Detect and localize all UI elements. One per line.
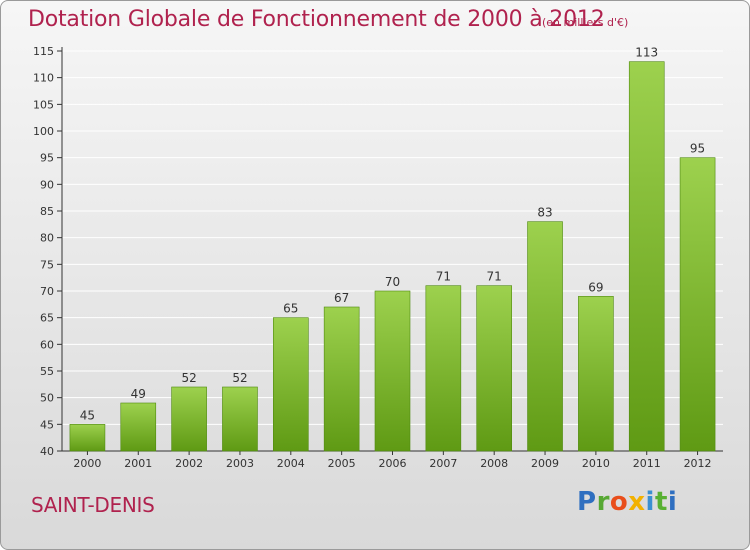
x-tick-label: 2006 [379, 457, 407, 470]
y-tick-label: 80 [40, 232, 54, 245]
y-tick-label: 65 [40, 312, 54, 325]
bar [628, 61, 665, 452]
bar-value-label: 71 [487, 270, 502, 284]
logo-letter: x [628, 487, 646, 517]
bars [69, 61, 716, 452]
bar-value-label: 69 [588, 280, 603, 294]
logo-letter: t [654, 487, 668, 517]
bar [578, 296, 614, 452]
x-tick-label: 2000 [73, 457, 101, 470]
y-tick-label: 115 [33, 45, 54, 58]
x-tick-label: 2009 [531, 457, 559, 470]
x-tick-label: 2005 [328, 457, 356, 470]
y-tick-label: 75 [40, 258, 54, 271]
y-tick-label: 110 [33, 72, 54, 85]
y-tick-label: 85 [40, 205, 54, 218]
bar [476, 285, 512, 452]
bar-value-label: 45 [80, 408, 95, 422]
y-tick-label: 45 [40, 418, 54, 431]
x-tick-label: 2004 [277, 457, 305, 470]
bar [171, 386, 207, 452]
logo-letter: i [645, 487, 655, 517]
y-tick-label: 95 [40, 152, 54, 165]
chart-subtitle: (en milliers d'€) [542, 16, 629, 29]
x-tick-label: 2003 [226, 457, 254, 470]
x-tick-label: 2011 [633, 457, 661, 470]
bar-value-label: 49 [131, 387, 146, 401]
data-labels: 45 49 52 52 65 67 70 71 71 83 69 113 95 [80, 46, 705, 423]
y-tick-label: 60 [40, 338, 54, 351]
bar [222, 386, 258, 452]
bar-value-label: 95 [690, 142, 705, 156]
y-tick-label: 55 [40, 365, 54, 378]
bar [374, 290, 411, 452]
y-tick-label: 90 [40, 178, 54, 191]
bar-value-label: 52 [232, 371, 247, 385]
bar-value-label: 65 [283, 302, 298, 316]
x-tick-label: 2001 [124, 457, 152, 470]
bar [425, 285, 462, 452]
logo-letter: P [577, 487, 597, 517]
bar [273, 317, 309, 452]
bar-value-label: 71 [436, 270, 451, 284]
x-tick-label: 2008 [480, 457, 508, 470]
proxiti-logo: Proxiti [577, 487, 677, 517]
bar-value-label: 70 [385, 275, 400, 289]
y-tick-label: 40 [40, 445, 54, 458]
chart-title: Dotation Globale de Fonctionnement de 20… [28, 7, 605, 32]
bar-value-label: 113 [635, 46, 658, 60]
x-tick-label: 2012 [684, 457, 712, 470]
bar [323, 306, 360, 452]
y-tick-label: 70 [40, 285, 54, 298]
y-tick-label: 50 [40, 392, 54, 405]
logo-letter: o [609, 487, 629, 517]
bar-value-label: 67 [334, 291, 349, 305]
y-tick-label: 100 [33, 125, 54, 138]
bar-value-label: 83 [537, 206, 552, 220]
bar [527, 221, 563, 452]
bar [679, 157, 716, 452]
bar [69, 424, 106, 452]
y-tick-label: 105 [33, 98, 54, 111]
logo-letter: r [596, 487, 610, 517]
x-tick-label: 2010 [582, 457, 610, 470]
bar [120, 402, 157, 452]
commune-name: SAINT-DENIS [31, 493, 155, 517]
logo-letter: i [667, 487, 678, 517]
bar-value-label: 52 [181, 371, 196, 385]
x-tick-label: 2002 [175, 457, 203, 470]
x-tick-label: 2007 [429, 457, 457, 470]
